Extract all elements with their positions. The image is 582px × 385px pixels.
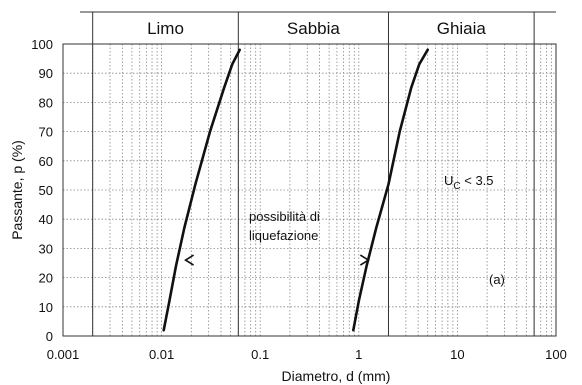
y-tick-label: 100 — [31, 37, 53, 52]
x-tick-label: 1 — [355, 347, 362, 362]
uc-condition: < 3.5 — [461, 173, 494, 188]
x-tick-label: 0.001 — [47, 347, 80, 362]
x-tick-label: 0.01 — [149, 347, 174, 362]
y-tick-label: 30 — [39, 241, 53, 256]
soil-class-header: Limo Sabbia Ghiaia — [80, 11, 556, 336]
y-tick-label: 10 — [39, 300, 53, 315]
y-tick-label: 0 — [46, 329, 53, 344]
x-tick-label: 10 — [450, 347, 464, 362]
y-tick-label: 40 — [39, 212, 53, 227]
y-tick-label: 70 — [39, 125, 53, 140]
arrow-right-curve — [359, 254, 370, 266]
band-label-sabbia: Sabbia — [287, 19, 340, 38]
x-axis-title: Diametro, d (mm) — [282, 368, 391, 384]
tick-labels: 0.001 0.01 0.1 1 10 100 0 10 20 30 40 50 60 70 80 90 100 — [31, 37, 567, 362]
band-label-ghiaia: Ghiaia — [437, 19, 487, 38]
grading-curves — [162, 48, 429, 332]
y-tick-label: 80 — [39, 95, 53, 110]
plot-border — [62, 43, 557, 337]
uc-symbol: U — [444, 173, 453, 188]
x-tick-label: 0.1 — [251, 347, 269, 362]
arrow-left-curve — [184, 254, 194, 266]
band-label-limo: Limo — [147, 19, 184, 38]
liquefaction-label-line1: possibilità di — [249, 209, 320, 224]
grading-curve-1 — [162, 48, 241, 332]
y-axis-title: Passante, p (%) — [9, 140, 25, 240]
x-tick-label: 100 — [545, 347, 567, 362]
grid-lines — [63, 44, 556, 336]
liquefaction-arrows — [184, 254, 370, 266]
uniformity-coefficient-label: UC < 3.5 — [444, 173, 494, 192]
y-tick-label: 90 — [39, 66, 53, 81]
grading-curve-2 — [352, 48, 429, 332]
uc-subscript: C — [453, 181, 460, 192]
y-tick-label: 50 — [39, 183, 53, 198]
y-tick-label: 20 — [39, 271, 53, 286]
panel-label: (a) — [489, 272, 505, 287]
liquefaction-label-line2: liquefazione — [249, 228, 318, 243]
y-tick-label: 60 — [39, 154, 53, 169]
plot-frame — [62, 43, 557, 337]
